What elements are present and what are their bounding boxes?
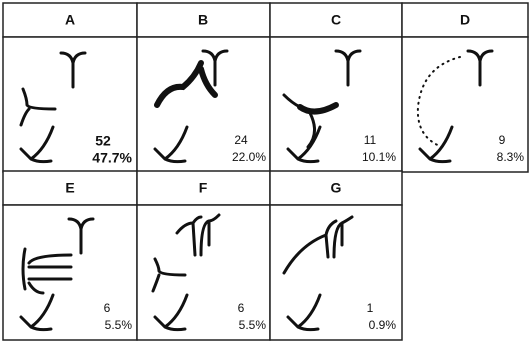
panel-label: A xyxy=(65,12,75,28)
panel: C 11 10.1% xyxy=(270,3,402,172)
figure: A 52 47.7% B 24 22.0% C xyxy=(0,0,531,343)
count: 24 xyxy=(234,133,248,147)
panel-label: D xyxy=(460,12,470,28)
panel: A 52 47.7% xyxy=(3,3,137,172)
count: 11 xyxy=(364,133,377,147)
panel: F 6 5.5% xyxy=(137,171,270,340)
percent: 0.9% xyxy=(369,318,397,332)
percent: 5.5% xyxy=(239,318,267,332)
percent: 5.5% xyxy=(105,318,133,332)
percent: 47.7% xyxy=(92,150,132,166)
percent: 10.1% xyxy=(362,150,396,164)
count: 6 xyxy=(238,301,245,315)
panel-label: G xyxy=(331,180,342,196)
panel: D 9 8.3% xyxy=(402,3,528,172)
panel-label: B xyxy=(198,12,208,28)
panel-label: E xyxy=(65,180,74,196)
count: 9 xyxy=(499,133,506,147)
percent: 8.3% xyxy=(497,150,525,164)
panel: E 6 5.5% xyxy=(3,171,137,340)
count: 52 xyxy=(95,133,111,149)
panel: B 24 22.0% xyxy=(137,3,270,172)
count: 1 xyxy=(367,301,374,315)
percent: 22.0% xyxy=(232,150,266,164)
panel-label: F xyxy=(199,180,208,196)
count: 6 xyxy=(104,301,111,315)
panel-label: C xyxy=(331,12,341,28)
panel: G 1 0.9% xyxy=(270,171,402,340)
